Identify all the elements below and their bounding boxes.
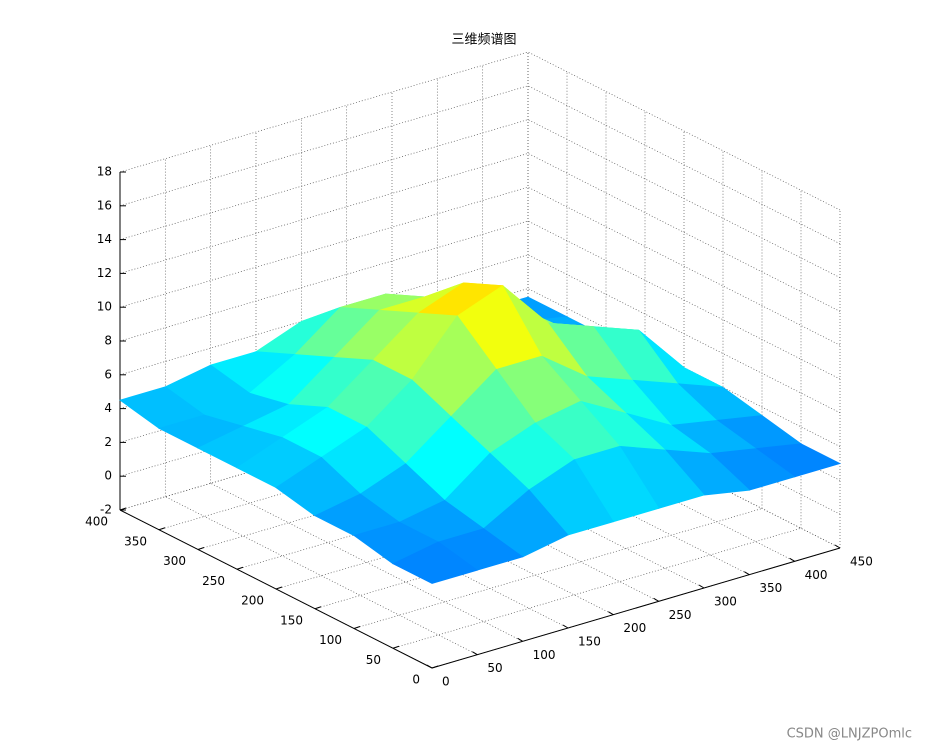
x-tick (517, 637, 523, 642)
y-tick-label: 150 (280, 613, 303, 627)
grid-line (527, 119, 841, 278)
x-tick-label: 0 (442, 675, 450, 689)
x-tick (426, 664, 433, 669)
z-tick-label: 12 (97, 266, 112, 280)
surface-patch (392, 541, 479, 584)
y-tick-label: 100 (319, 633, 342, 647)
x-tick-label: 150 (578, 635, 601, 649)
grid-line (119, 85, 529, 207)
grid-line (527, 254, 841, 414)
grid-line (210, 483, 523, 642)
grid-line (527, 220, 841, 380)
x-tick (789, 557, 795, 562)
x-tick (472, 651, 478, 656)
grid-line (527, 85, 841, 245)
y-tick (431, 665, 439, 669)
z-tick-label: 2 (104, 435, 112, 449)
x-tick-label: 350 (759, 581, 782, 595)
grid-line (353, 508, 763, 629)
y-tick (158, 527, 166, 531)
z-tick-label: 14 (97, 232, 112, 246)
grid-line (119, 186, 529, 308)
z-tick-label: 0 (104, 469, 112, 483)
grid-line (119, 153, 529, 274)
x-tick-label: 450 (850, 555, 873, 569)
grid-line (392, 527, 802, 649)
x-tick (562, 624, 569, 629)
grid-line (119, 220, 529, 342)
grid-line (119, 51, 529, 173)
z-tick-label: 16 (97, 198, 112, 212)
x-tick-label: 250 (669, 608, 692, 622)
z-tick-label: 18 (97, 165, 112, 179)
x-tick (834, 544, 841, 549)
y-tick-label: 350 (124, 534, 147, 548)
y-tick (236, 566, 244, 570)
z-tick-label: 4 (104, 401, 112, 415)
y-tick-label: 400 (85, 515, 108, 529)
z-tick-label: 10 (97, 300, 112, 314)
y-tick (197, 547, 205, 550)
z-tick-label: -2 (100, 503, 112, 517)
x-tick-label: 100 (533, 648, 556, 662)
grid-line (527, 51, 841, 211)
x-tick (744, 571, 750, 576)
grid-line (527, 186, 841, 346)
x-tick (653, 597, 659, 602)
grid-line (165, 496, 478, 655)
x-tick (698, 584, 705, 589)
y-tick-label: 300 (163, 554, 186, 568)
z-tick-label: 6 (104, 367, 112, 381)
y-tick-label: 50 (366, 653, 381, 667)
x-tick-label: 300 (714, 595, 737, 609)
y-tick (314, 606, 322, 610)
grid-line (119, 254, 529, 376)
grid-line (119, 119, 529, 240)
y-tick-label: 200 (241, 594, 264, 608)
z-tick-label: 8 (104, 334, 112, 348)
x-tick-label: 200 (623, 621, 646, 635)
x-tick-label: 50 (487, 661, 502, 675)
y-tick-label: 250 (202, 574, 225, 588)
chart-title: 三维频谱图 (451, 33, 516, 48)
y-tick (275, 586, 283, 590)
y-tick (353, 626, 361, 629)
x-tick (608, 611, 614, 616)
grid-line (527, 153, 841, 312)
y-tick (119, 507, 127, 511)
x-axis (431, 547, 841, 669)
x-tick-label: 400 (805, 568, 828, 582)
y-tick-label: 0 (412, 673, 420, 687)
y-tick (392, 645, 400, 649)
watermark: CSDN @LNJZPOmlc (787, 727, 912, 742)
